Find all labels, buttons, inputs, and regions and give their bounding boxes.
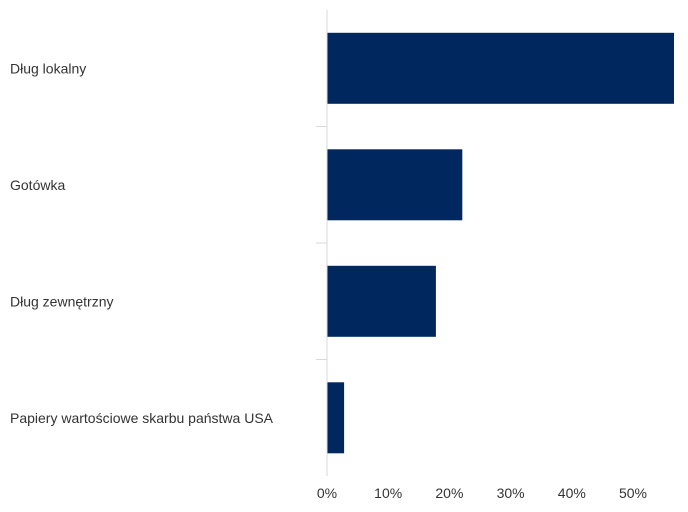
bars-layer [327,32,674,454]
x-tick-label: 0% [317,485,337,501]
x-tick-label: 50% [619,485,647,501]
x-tick-label: 30% [497,485,525,501]
x-tick-label: 20% [435,485,463,501]
x-tick-label: 40% [558,485,586,501]
category-label: Dług lokalny [10,60,86,76]
bar [327,149,463,221]
labels-layer: Dług lokalny Gotówka Dług zewnętrzny Papier… [10,60,647,501]
category-label: Papiery wartościowe skarbu państwa USA [10,410,274,426]
bar [327,382,345,454]
category-label: Dług zewnętrzny [10,293,114,309]
bar [327,32,674,104]
category-label: Gotówka [10,177,65,193]
bar [327,265,436,337]
x-tick-label: 10% [374,485,402,501]
axis-layer [316,10,328,476]
